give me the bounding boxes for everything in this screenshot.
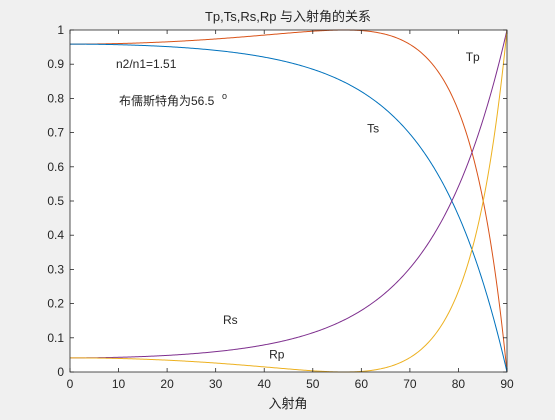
series-layer (70, 29, 508, 373)
y-tick-label: 1 (57, 23, 64, 37)
y-tick-label: 0.6 (47, 160, 64, 174)
series-label-rp: Rp (269, 347, 285, 361)
y-tick-label: 0.9 (47, 57, 64, 71)
y-tick-label: 0.1 (47, 331, 64, 345)
series-label-rs: Rs (223, 313, 238, 327)
axes-background (70, 30, 507, 372)
x-tick-label: 90 (500, 377, 514, 391)
y-tick-label: 0 (57, 365, 64, 379)
series-line-rp (70, 29, 508, 373)
y-tick-label: 0.8 (47, 91, 64, 105)
x-tick-label: 0 (67, 377, 74, 391)
ratio-annotation: n2/n1=1.51 (116, 57, 177, 71)
series-line-rs (70, 29, 508, 359)
series-line-tp (70, 29, 508, 373)
series-line-ts (70, 43, 508, 373)
degree-mark: o (222, 91, 227, 101)
y-tick-label: 0.4 (47, 228, 64, 242)
chart-title: Tp,Ts,Rs,Rp 与入射角的关系 (205, 9, 371, 24)
series-labels: Tp Ts Rs Rp (223, 50, 480, 362)
x-tick-label: 20 (160, 377, 174, 391)
x-axis-label: 入射角 (268, 396, 307, 411)
x-tick-label: 50 (306, 377, 320, 391)
x-tick-label: 80 (452, 377, 466, 391)
x-tick-label: 70 (403, 377, 417, 391)
y-tick-label: 0.3 (47, 262, 64, 276)
y-tick-label: 0.7 (47, 126, 64, 140)
brewster-text: 布儒斯特角为56.5 (119, 93, 215, 108)
y-tick-label: 0.2 (47, 297, 64, 311)
x-tick-label: 10 (112, 377, 126, 391)
series-label-tp: Tp (466, 50, 480, 64)
x-tick-label: 60 (355, 377, 369, 391)
x-tick-label: 30 (209, 377, 223, 391)
x-tick-label: 40 (258, 377, 272, 391)
ticks-layer: 0 10 20 30 40 50 60 70 80 90 0 0.1 0.2 0.3 0.4 0.5 0.6 0.… (47, 23, 514, 391)
y-tick-label: 0.5 (47, 194, 64, 208)
series-label-ts: Ts (367, 122, 379, 136)
brewster-annotation: 布儒斯特角为56.5 (119, 93, 215, 108)
